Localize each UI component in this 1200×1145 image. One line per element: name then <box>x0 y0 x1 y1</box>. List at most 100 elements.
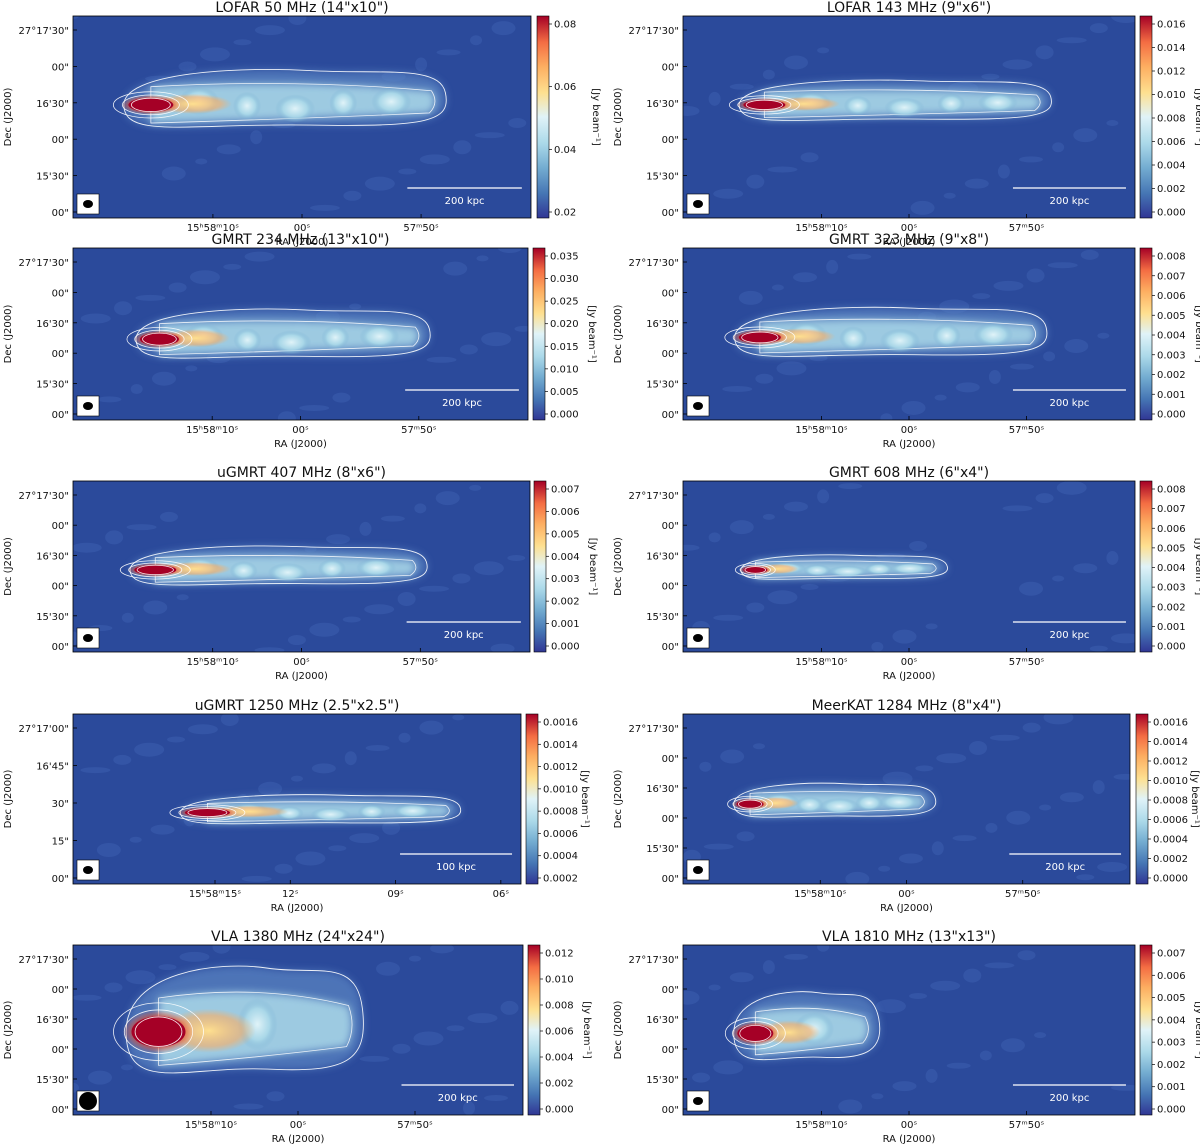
ra-axis-label: RA (J2000) <box>271 903 324 914</box>
ra-axis-label: RA (J2000) <box>883 439 936 450</box>
colorbar-tick-label: 0.004 <box>545 1053 574 1064</box>
ra-tick-label: 57ᵐ50ˢ <box>1009 425 1045 436</box>
dec-tick-label: 30" <box>52 799 69 810</box>
beam-ellipse <box>83 866 93 874</box>
colorbar <box>525 713 539 885</box>
dec-tick-label: 00" <box>52 288 69 299</box>
beam-ellipse <box>83 402 93 410</box>
panel-title: LOFAR 143 MHz (9"x6") <box>827 0 991 16</box>
ra-axis-label: RA (J2000) <box>883 671 936 682</box>
colorbar-tick-label: 0.000 <box>551 642 580 653</box>
colorbar-tick-label: 0.002 <box>551 597 580 608</box>
colorbar-tick-label: 0.0008 <box>1153 796 1188 807</box>
colorbar-tick-label: 0.08 <box>554 20 576 31</box>
dec-tick-label: 00" <box>662 349 679 360</box>
dec-axis-label: Dec (J2000) <box>613 88 624 147</box>
dec-axis-label: Dec (J2000) <box>613 770 624 829</box>
radio-source <box>683 945 1135 1114</box>
dec-tick-label: 15'30" <box>646 844 679 855</box>
colorbar-tick-label: 0.020 <box>550 319 579 330</box>
dec-tick-label: 27°17'30" <box>628 26 679 37</box>
colorbar-tick-label: 0.005 <box>1157 993 1186 1004</box>
colorbar <box>1135 713 1149 885</box>
colorbar-tick-label: 0.0002 <box>543 874 578 885</box>
dec-tick-label: 00" <box>662 62 679 73</box>
colorbar-tick-label: 0.0008 <box>543 807 578 818</box>
ra-tick-label: 57ᵐ50ˢ <box>1009 1120 1045 1131</box>
dec-tick-label: 00" <box>662 874 679 885</box>
dec-tick-label: 15'30" <box>646 380 679 391</box>
colorbar-tick-label: 0.000 <box>545 1105 574 1116</box>
colorbar-units-label: [Jy beam⁻¹] <box>1193 88 1200 146</box>
panel-title: MeerKAT 1284 MHz (8"x4") <box>812 698 1002 714</box>
dec-tick-label: 00" <box>662 135 679 146</box>
colorbar-tick-label: 0.0016 <box>543 718 578 729</box>
radio-source <box>73 484 526 652</box>
ra-tick-label: 57ᵐ50ˢ <box>403 223 439 234</box>
colorbar-tick-label: 0.0004 <box>543 851 578 862</box>
colorbar-units-label: [Jy beam⁻¹] <box>590 88 601 146</box>
dec-tick-label: 00" <box>52 1105 69 1116</box>
dec-tick-label: 16'30" <box>646 784 679 795</box>
colorbar <box>532 247 546 421</box>
radio-source <box>683 481 1135 652</box>
colorbar-tick-label: 0.006 <box>1157 291 1186 302</box>
colorbar-tick-label: 0.002 <box>1157 370 1186 381</box>
scale-bar-label: 200 kpc <box>438 1093 478 1104</box>
dec-tick-label: 15'30" <box>646 612 679 623</box>
colorbar-units-label: [Jy beam⁻¹] <box>1193 538 1200 596</box>
colorbar-tick-label: 0.025 <box>550 297 579 308</box>
panel-10: VLA 1810 MHz (13"x13") 27°17'30" 00" 16'30"… <box>613 929 1200 1145</box>
panel-2: LOFAR 143 MHz (9"x6") 27°17'30" 00" 16'30" 0… <box>613 0 1200 248</box>
beam-ellipse <box>79 1092 97 1110</box>
colorbar-tick-label: 0.002 <box>545 1079 574 1090</box>
dec-tick-label: 00" <box>52 208 69 219</box>
colorbar-tick-label: 0.007 <box>1157 504 1186 515</box>
colorbar-tick-label: 0.0012 <box>543 762 578 773</box>
dec-tick-label: 16'30" <box>646 1015 679 1026</box>
panel-4: GMRT 323 MHz (9"x8") 27°17'30" 00" 16'30" 00… <box>613 232 1200 450</box>
dec-tick-label: 16'30" <box>646 319 679 330</box>
panel-title: GMRT 323 MHz (9"x8") <box>829 232 989 248</box>
colorbar-tick-label: 0.003 <box>1157 350 1186 361</box>
dec-tick-label: 00" <box>662 521 679 532</box>
dec-tick-label: 15'30" <box>36 1075 69 1086</box>
ra-tick-label: 15ʰ58ᵐ10ˢ <box>795 425 847 436</box>
dec-tick-label: 00" <box>662 814 679 825</box>
ra-tick-label: 15ʰ58ᵐ10ˢ <box>795 1120 847 1131</box>
dec-tick-label: 16'30" <box>36 99 69 110</box>
colorbar-tick-label: 0.003 <box>1157 1038 1186 1049</box>
dec-tick-label: 00" <box>662 208 679 219</box>
ra-tick-label: 00ˢ <box>901 1120 918 1131</box>
dec-tick-label: 00" <box>662 754 679 765</box>
panel-title: GMRT 608 MHz (6"x4") <box>829 465 989 481</box>
colorbar-units-label: [Jy beam⁻¹] <box>579 770 590 828</box>
dec-axis-label: Dec (J2000) <box>3 88 14 147</box>
ra-tick-label: 00ˢ <box>294 223 311 234</box>
dec-tick-label: 00" <box>52 642 69 653</box>
dec-tick-label: 15" <box>52 837 69 848</box>
colorbar-tick-label: 0.008 <box>545 1001 574 1012</box>
colorbar-tick-label: 0.0010 <box>1153 776 1188 787</box>
panel-title: uGMRT 1250 MHz (2.5"x2.5") <box>195 698 400 714</box>
panel-9: VLA 1380 MHz (24"x24") 27°17'30" 00" 16'30"… <box>3 929 592 1145</box>
ra-axis-label: RA (J2000) <box>883 237 936 248</box>
colorbar-tick-label: 0.0014 <box>1153 737 1188 748</box>
colorbar-tick-label: 0.002 <box>1157 184 1186 195</box>
dec-axis-label: Dec (J2000) <box>3 770 14 829</box>
colorbar-tick-label: 0.015 <box>550 342 579 353</box>
dec-tick-label: 00" <box>52 62 69 73</box>
colorbar-tick-label: 0.0006 <box>1153 815 1188 826</box>
ra-tick-label: 00ˢ <box>293 657 310 668</box>
dec-tick-label: 00" <box>52 582 69 593</box>
colorbar <box>1139 247 1153 421</box>
colorbar-units-label: [Jy beam⁻¹] <box>1193 305 1200 363</box>
colorbar <box>536 15 550 219</box>
ra-tick-label: 15ʰ58ᵐ10ˢ <box>795 657 847 668</box>
ra-axis-label: RA (J2000) <box>883 1134 936 1145</box>
panel-5: uGMRT 407 MHz (8"x6") 27°17'30" 00" 16'30" 0… <box>3 465 598 682</box>
colorbar-tick-label: 0.0000 <box>1153 874 1188 885</box>
colorbar-tick-label: 0.010 <box>1157 90 1186 101</box>
panel-title: GMRT 234 MHz (13"x10") <box>212 232 390 248</box>
